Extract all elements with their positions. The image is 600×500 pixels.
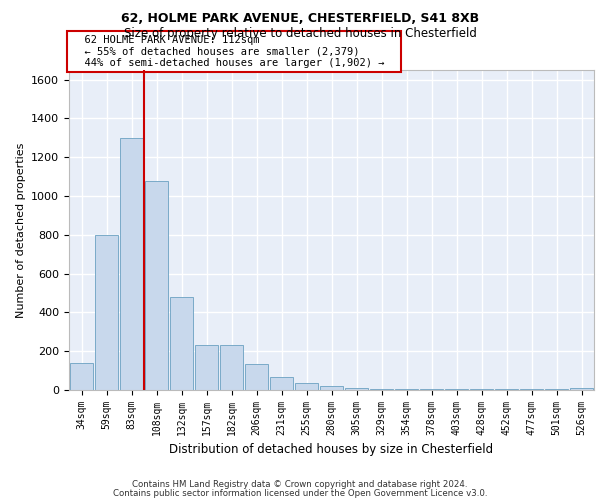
Bar xyxy=(320,386,343,390)
Text: Size of property relative to detached houses in Chesterfield: Size of property relative to detached ho… xyxy=(124,28,476,40)
Bar xyxy=(245,364,268,390)
X-axis label: Distribution of detached houses by size in Chesterfield: Distribution of detached houses by size … xyxy=(169,444,494,456)
Bar xyxy=(220,346,243,390)
Bar xyxy=(345,388,368,390)
Bar xyxy=(70,363,93,390)
Text: 62 HOLME PARK AVENUE: 112sqm  
  ← 55% of detached houses are smaller (2,379)  
: 62 HOLME PARK AVENUE: 112sqm ← 55% of de… xyxy=(71,35,397,68)
Bar xyxy=(270,378,293,390)
Text: Contains HM Land Registry data © Crown copyright and database right 2024.: Contains HM Land Registry data © Crown c… xyxy=(132,480,468,489)
Bar xyxy=(195,346,218,390)
Bar xyxy=(145,180,168,390)
Text: 62, HOLME PARK AVENUE, CHESTERFIELD, S41 8XB: 62, HOLME PARK AVENUE, CHESTERFIELD, S41… xyxy=(121,12,479,26)
Bar xyxy=(295,383,318,390)
Bar xyxy=(170,297,193,390)
Bar xyxy=(570,388,593,390)
Bar xyxy=(120,138,143,390)
Y-axis label: Number of detached properties: Number of detached properties xyxy=(16,142,26,318)
Text: Contains public sector information licensed under the Open Government Licence v3: Contains public sector information licen… xyxy=(113,488,487,498)
Bar xyxy=(95,235,118,390)
